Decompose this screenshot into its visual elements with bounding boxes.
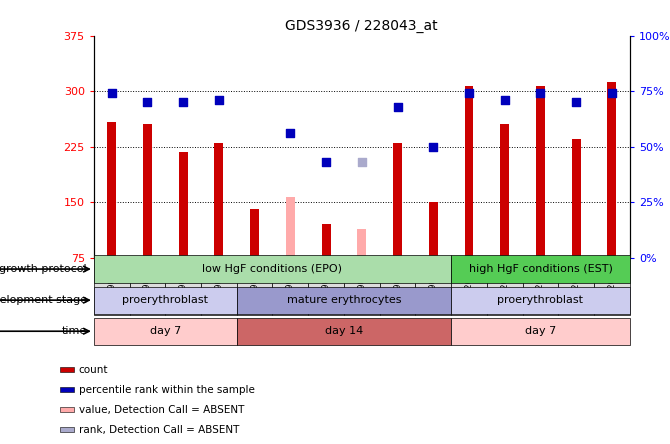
Point <box>464 90 474 97</box>
Bar <box>60 388 74 392</box>
Text: GSM426506: GSM426506 <box>464 261 474 312</box>
Text: GSM190971: GSM190971 <box>357 261 366 312</box>
Text: day 7: day 7 <box>525 326 556 336</box>
Bar <box>237 258 273 315</box>
Bar <box>250 210 259 258</box>
Bar <box>500 124 509 258</box>
Bar <box>143 124 152 258</box>
Text: development stage: development stage <box>0 295 87 305</box>
Bar <box>523 258 558 315</box>
Point <box>499 96 510 103</box>
Point <box>356 159 367 166</box>
Text: proerythroblast: proerythroblast <box>497 295 584 305</box>
Text: percentile rank within the sample: percentile rank within the sample <box>79 385 255 395</box>
Bar <box>60 428 74 432</box>
Point <box>606 90 617 97</box>
Bar <box>487 258 523 315</box>
Bar <box>94 286 237 314</box>
Bar <box>429 202 438 258</box>
Bar <box>237 317 451 345</box>
Point <box>178 99 188 106</box>
Text: GSM190969: GSM190969 <box>286 261 295 312</box>
Text: GSM426510: GSM426510 <box>608 261 616 312</box>
Point <box>535 90 546 97</box>
Bar <box>572 139 581 258</box>
Bar <box>237 286 451 314</box>
Bar <box>558 258 594 315</box>
Bar <box>94 255 451 283</box>
Bar <box>165 258 201 315</box>
Bar <box>286 197 295 258</box>
Text: high HgF conditions (EST): high HgF conditions (EST) <box>468 264 612 274</box>
Text: GSM190972: GSM190972 <box>393 261 402 312</box>
Bar <box>608 82 616 258</box>
Bar <box>214 143 223 258</box>
Point <box>107 90 117 97</box>
Bar <box>179 152 188 258</box>
Text: GSM190967: GSM190967 <box>214 261 223 312</box>
Text: growth protocol: growth protocol <box>0 264 87 274</box>
Point <box>321 159 332 166</box>
Text: value, Detection Call = ABSENT: value, Detection Call = ABSENT <box>79 404 244 415</box>
Bar <box>380 258 415 315</box>
Title: GDS3936 / 228043_at: GDS3936 / 228043_at <box>285 19 438 33</box>
Bar <box>393 143 402 258</box>
Text: GSM190973: GSM190973 <box>429 261 438 312</box>
Bar <box>60 368 74 372</box>
Point <box>142 99 153 106</box>
Text: proerythroblast: proerythroblast <box>122 295 208 305</box>
Text: rank, Detection Call = ABSENT: rank, Detection Call = ABSENT <box>79 424 239 435</box>
Bar <box>94 258 129 315</box>
Point <box>428 143 439 150</box>
Bar <box>107 122 116 258</box>
Bar <box>60 408 74 412</box>
Bar <box>357 230 366 258</box>
Bar <box>451 255 630 283</box>
Bar <box>451 286 630 314</box>
Text: day 7: day 7 <box>149 326 181 336</box>
Text: mature erythrocytes: mature erythrocytes <box>287 295 401 305</box>
Bar <box>201 258 237 315</box>
Text: GSM190966: GSM190966 <box>179 261 188 312</box>
Bar <box>273 258 308 315</box>
Bar <box>594 258 630 315</box>
Text: GSM426507: GSM426507 <box>500 261 509 312</box>
Point <box>214 96 224 103</box>
Bar <box>464 86 474 258</box>
Text: low HgF conditions (EPO): low HgF conditions (EPO) <box>202 264 342 274</box>
Point <box>392 103 403 110</box>
Bar <box>344 258 380 315</box>
Bar <box>322 224 330 258</box>
Text: GSM426508: GSM426508 <box>536 261 545 312</box>
Text: time: time <box>62 326 87 336</box>
Bar <box>129 258 165 315</box>
Bar <box>451 317 630 345</box>
Text: day 14: day 14 <box>325 326 363 336</box>
Bar <box>451 258 487 315</box>
Point <box>571 99 582 106</box>
Text: GSM190970: GSM190970 <box>322 261 330 312</box>
Bar <box>308 258 344 315</box>
Bar <box>536 86 545 258</box>
Text: GSM426509: GSM426509 <box>572 261 581 312</box>
Bar <box>94 317 237 345</box>
Text: count: count <box>79 365 109 375</box>
Point <box>285 130 295 137</box>
Text: GSM190968: GSM190968 <box>250 261 259 312</box>
Bar <box>415 258 451 315</box>
Text: GSM190964: GSM190964 <box>107 261 116 312</box>
Text: GSM190965: GSM190965 <box>143 261 152 312</box>
